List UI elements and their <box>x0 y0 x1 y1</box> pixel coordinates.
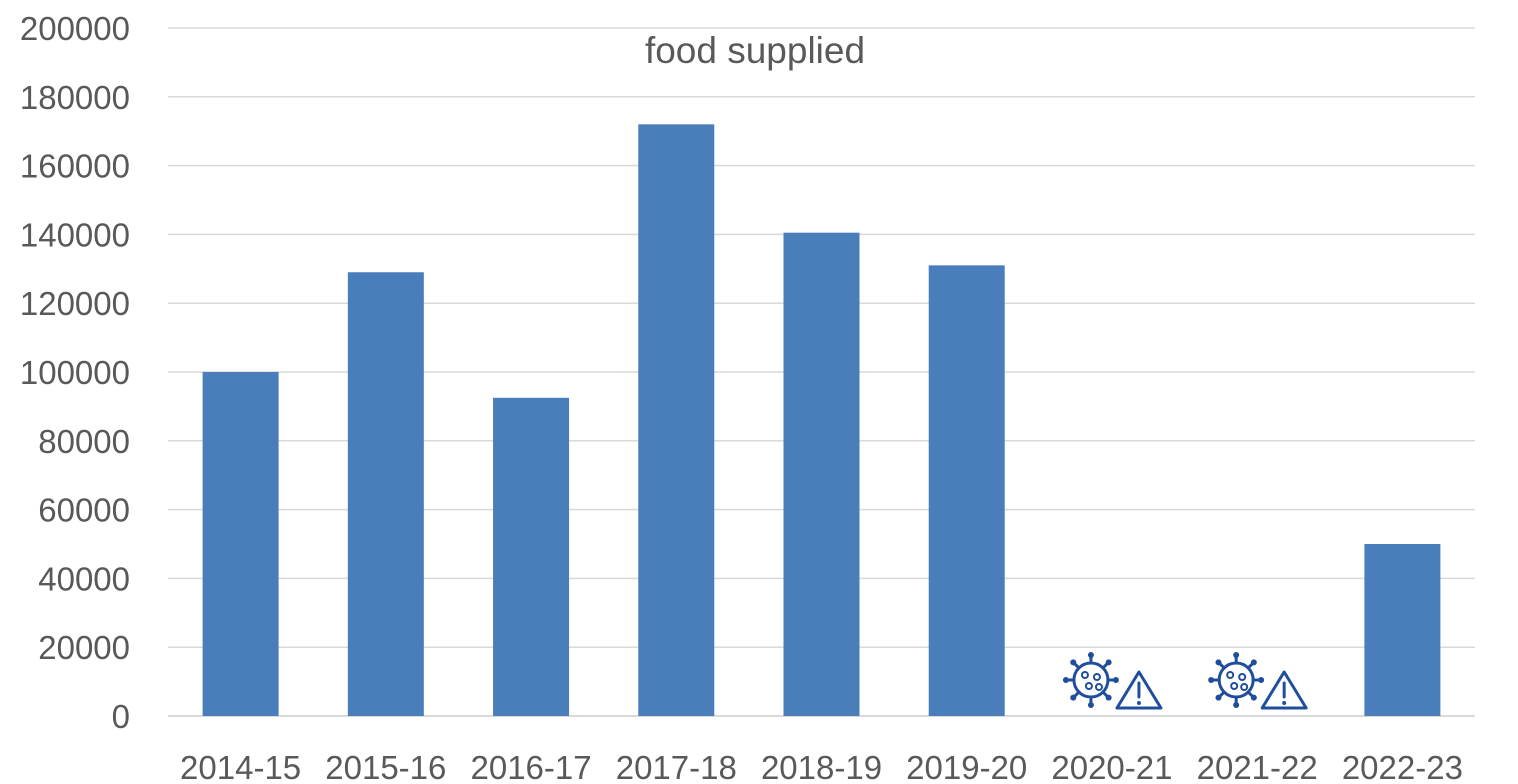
chart-title: food supplied <box>645 30 865 71</box>
y-tick-label: 120000 <box>20 285 130 322</box>
x-tick-label: 2016-17 <box>471 749 592 784</box>
x-tick-label: 2017-18 <box>616 749 737 784</box>
y-tick-label: 0 <box>112 698 130 735</box>
bar-2014-15 <box>202 372 279 716</box>
bar-2019-20 <box>928 265 1005 716</box>
y-tick-label: 180000 <box>20 79 130 116</box>
bar-2017-18 <box>638 124 715 716</box>
x-tick-label: 2021-22 <box>1197 749 1318 784</box>
x-axis-ticks: 2014-15 2015-16 2016-17 2017-18 2018-19 2019-… <box>180 749 1463 784</box>
y-tick-label: 20000 <box>38 629 130 666</box>
x-tick-label: 2015-16 <box>325 749 446 784</box>
y-axis-ticks: 0 20000 40000 60000 80000 100000 120000 140000 1… <box>20 10 130 735</box>
y-tick-label: 80000 <box>38 423 130 460</box>
x-tick-label: 2018-19 <box>761 749 882 784</box>
y-tick-label: 140000 <box>20 216 130 253</box>
bar-2022-23 <box>1364 544 1441 716</box>
x-tick-label: 2019-20 <box>906 749 1027 784</box>
y-tick-label: 160000 <box>20 148 130 185</box>
y-tick-label: 60000 <box>38 492 130 529</box>
x-tick-label: 2020-21 <box>1051 749 1172 784</box>
y-tick-label: 100000 <box>20 354 130 391</box>
y-tick-label: 200000 <box>20 10 130 47</box>
bar-2018-19 <box>783 232 860 716</box>
x-tick-label: 2022-23 <box>1342 749 1463 784</box>
bars <box>202 124 1441 716</box>
bar-2015-16 <box>347 272 424 716</box>
x-tick-label: 2014-15 <box>180 749 301 784</box>
annotation-icons <box>1062 652 1308 710</box>
y-tick-label: 40000 <box>38 560 130 597</box>
virus-warning-icon <box>1062 652 1163 710</box>
bar-2016-17 <box>493 397 570 716</box>
virus-warning-icon <box>1208 652 1308 710</box>
